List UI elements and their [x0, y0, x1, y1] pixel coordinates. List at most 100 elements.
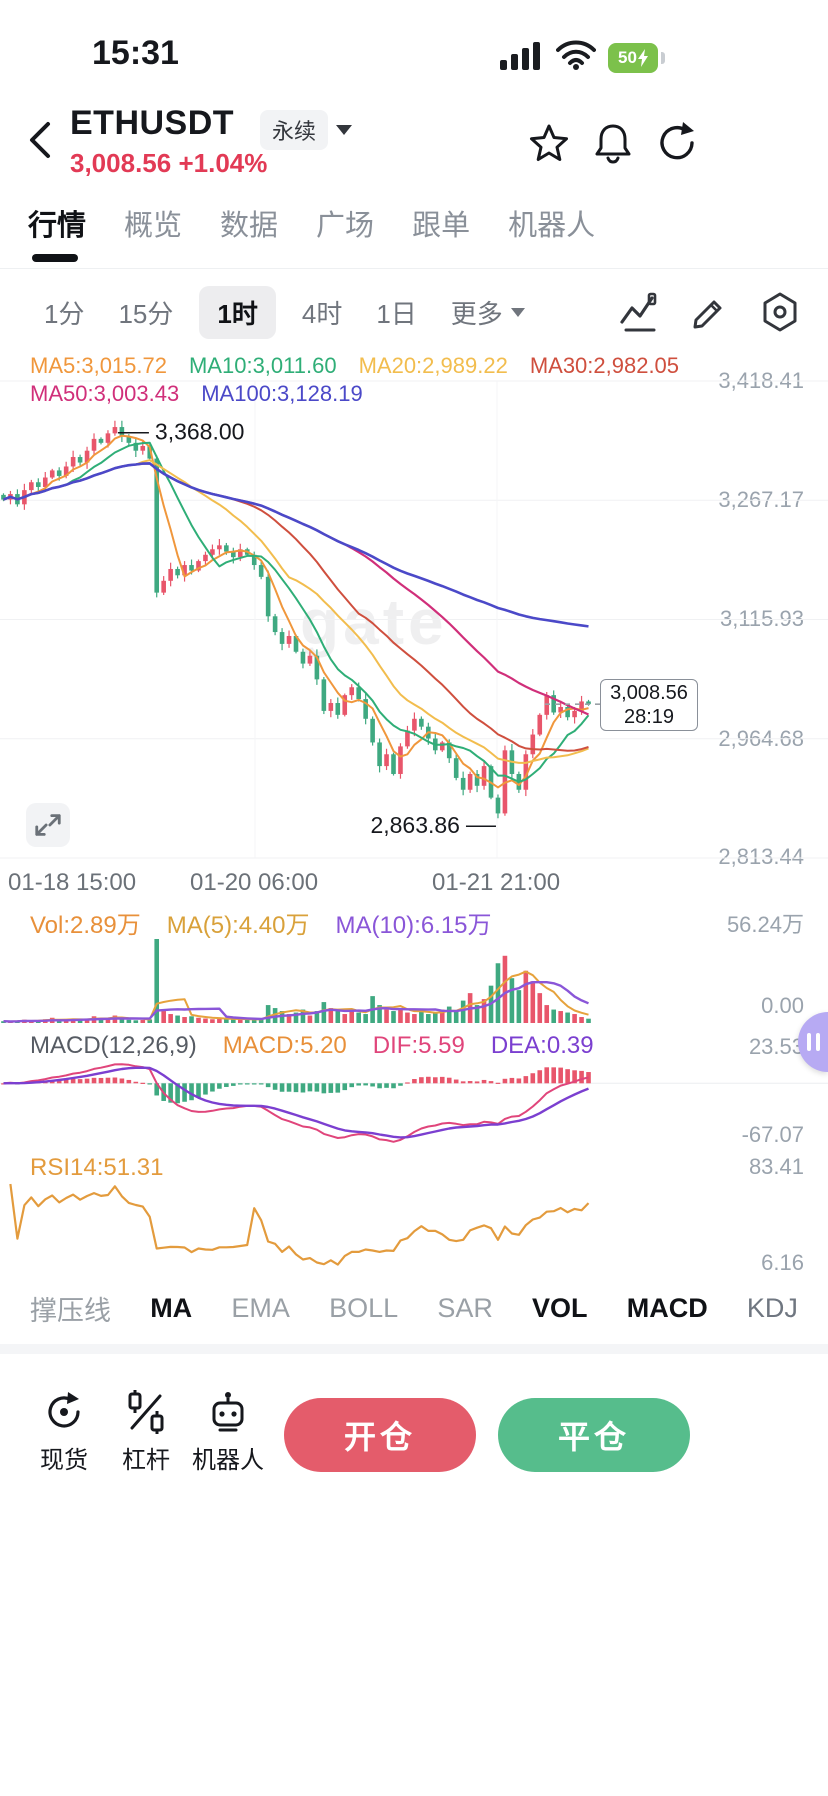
draw-pencil-icon[interactable]: [688, 290, 732, 334]
tab-square[interactable]: 广场: [316, 210, 375, 242]
ma-labels-row2: MA50:3,003.43 MA100:3,128.19: [30, 381, 363, 407]
rsi-label: RSI14:51.31: [30, 1154, 164, 1181]
rsi-panel[interactable]: RSI14:51.31 83.41 6.16: [0, 1152, 828, 1282]
clock: 15:31: [92, 34, 179, 72]
indicator-macd[interactable]: MACD: [626, 1292, 708, 1323]
back-icon[interactable]: [26, 120, 54, 165]
indicator-ema[interactable]: EMA: [231, 1292, 290, 1323]
open-position-button[interactable]: 开仓: [284, 1398, 476, 1472]
timeframe-1h-selected[interactable]: 1时: [199, 285, 276, 339]
dea-label: DEA:0.39: [490, 1032, 594, 1059]
macd-title: MACD(12,26,9): [30, 1032, 197, 1059]
ma10-label: MA10:3,011.60: [188, 353, 337, 378]
price-axis-label: 2,813.44: [718, 844, 804, 869]
macd-axis-max: 23.53: [748, 1034, 804, 1059]
current-price-and-change: 3,008.56 +1.04%: [70, 148, 267, 179]
contract-type-selector[interactable]: 永续: [260, 110, 353, 150]
last-price-value: 3,008.56: [610, 682, 688, 705]
time-axis-label: 01-20 06:00: [190, 869, 319, 896]
spot-circular-arrows-icon: [48, 1392, 80, 1428]
candlestick-chart-canvas[interactable]: 3,368.00 2,863.86: [0, 345, 828, 865]
chevron-down-icon: [510, 307, 525, 317]
margin-shortcut[interactable]: 杠杆: [104, 1390, 188, 1475]
timeframe-more-dropdown[interactable]: 更多: [451, 294, 525, 331]
last-price-box: 3,008.56 28:19: [600, 679, 698, 732]
macd-chart-canvas[interactable]: [0, 1060, 828, 1148]
spot-shortcut[interactable]: 现货: [22, 1390, 106, 1475]
vol-label: Vol:2.89万: [30, 912, 141, 939]
tab-bots[interactable]: 机器人: [508, 210, 596, 242]
battery-icon: 50: [608, 42, 658, 73]
macd-axis-min: -67.07: [741, 1122, 804, 1147]
battery-nub: [661, 51, 665, 64]
bot-label: 机器人: [192, 1447, 264, 1474]
chevron-down-icon: [336, 125, 353, 135]
volume-axis-max: 56.24万: [726, 912, 804, 937]
volume-axis-min: 0.00: [761, 993, 804, 1018]
fullscreen-expand-button[interactable]: [26, 803, 70, 847]
active-tab-underline: [32, 254, 78, 262]
divider: [0, 268, 828, 269]
tab-copy-trade[interactable]: 跟单: [412, 210, 471, 242]
timeframe-4h[interactable]: 4时: [301, 298, 343, 329]
volume-chart-canvas[interactable]: [0, 935, 828, 1027]
tab-overview[interactable]: 概览: [124, 210, 183, 242]
header: ETHUSDT 永续 3,008.56 +1.04%: [0, 98, 828, 190]
robot-icon: [212, 1392, 244, 1432]
volume-labels: Vol:2.89万 MA(5):4.40万 MA(10):6.15万: [30, 905, 492, 940]
close-position-button[interactable]: 平仓: [498, 1398, 690, 1472]
cellular-signal-icon: [500, 40, 544, 75]
bot-shortcut[interactable]: 机器人: [186, 1390, 270, 1475]
current-price: 3,008.56: [70, 148, 172, 178]
timeframe-1d[interactable]: 1日: [376, 298, 417, 329]
symbol-title: ETHUSDT: [70, 104, 235, 142]
svg-text:2,863.86: 2,863.86: [370, 812, 460, 838]
margin-label: 杠杆: [122, 1447, 170, 1474]
chart-style-icon[interactable]: [618, 290, 662, 334]
rsi-axis-min: 6.16: [761, 1250, 804, 1275]
vol-ma5-label: MA(5):4.40万: [166, 912, 310, 939]
tab-market[interactable]: 行情: [28, 198, 86, 262]
price-axis-label: 3,115.93: [719, 606, 804, 631]
rsi-chart-canvas[interactable]: [0, 1182, 828, 1278]
indicator-sar[interactable]: SAR: [437, 1292, 493, 1323]
indicator-tab-bar: 撑压线 MA EMA BOLL SAR VOL MACD KDJ: [0, 1284, 828, 1332]
rsi-labels: RSI14:51.31: [30, 1154, 163, 1182]
refresh-icon[interactable]: [654, 120, 700, 166]
time-axis-label: 01-18 15:00: [8, 869, 137, 896]
leverage-icon: [128, 1390, 164, 1434]
macd-value-label: MACD:5.20: [222, 1032, 347, 1059]
ma-labels-row1: MA5:3,015.72 MA10:3,011.60 MA20:2,989.22…: [30, 353, 679, 379]
favorite-star-icon[interactable]: [526, 120, 572, 166]
ma5-label: MA5:3,015.72: [30, 353, 167, 378]
spot-label: 现货: [40, 1447, 88, 1474]
vol-ma10-label: MA(10):6.15万: [335, 912, 492, 939]
timeframe-15m[interactable]: 15分: [118, 298, 174, 329]
indicator-boll[interactable]: BOLL: [329, 1292, 399, 1323]
contract-type-label: 永续: [260, 110, 329, 150]
macd-labels: MACD(12,26,9) MACD:5.20 DIF:5.59 DEA:0.3…: [30, 1032, 594, 1060]
rsi-axis-max: 83.41: [748, 1154, 804, 1179]
macd-panel[interactable]: MACD(12,26,9) MACD:5.20 DIF:5.59 DEA:0.3…: [0, 1032, 828, 1152]
ma20-label: MA20:2,989.22: [358, 353, 508, 378]
indicator-ma[interactable]: MA: [150, 1292, 193, 1323]
notification-bell-icon[interactable]: [590, 120, 636, 166]
bottom-action-bar: 现货 杠杆 机器人 开仓 平仓: [0, 1390, 828, 1500]
time-axis-label: 01-21 21:00: [432, 869, 561, 896]
battery-level: 50: [618, 47, 637, 67]
indicator-support-line[interactable]: 撑压线: [30, 1295, 111, 1326]
section-divider: [0, 1344, 828, 1354]
indicator-settings-icon[interactable]: [758, 290, 802, 334]
price-axis-label: 3,267.17: [718, 487, 804, 512]
price-change: +1.04%: [178, 148, 268, 178]
price-chart-panel[interactable]: MA5:3,015.72 MA10:3,011.60 MA20:2,989.22…: [0, 345, 828, 900]
candle-countdown: 28:19: [623, 706, 675, 729]
indicator-vol[interactable]: VOL: [532, 1292, 588, 1323]
tab-data[interactable]: 数据: [220, 210, 279, 242]
ma100-label: MA100:3,128.19: [201, 381, 363, 406]
indicator-kdj[interactable]: KDJ: [746, 1292, 798, 1323]
timeframe-1m[interactable]: 1分: [44, 298, 85, 329]
volume-panel[interactable]: Vol:2.89万 MA(5):4.40万 MA(10):6.15万 56.24…: [0, 905, 828, 1027]
timeframe-bar: 1分 15分 1时 4时 1日 更多: [0, 284, 828, 340]
